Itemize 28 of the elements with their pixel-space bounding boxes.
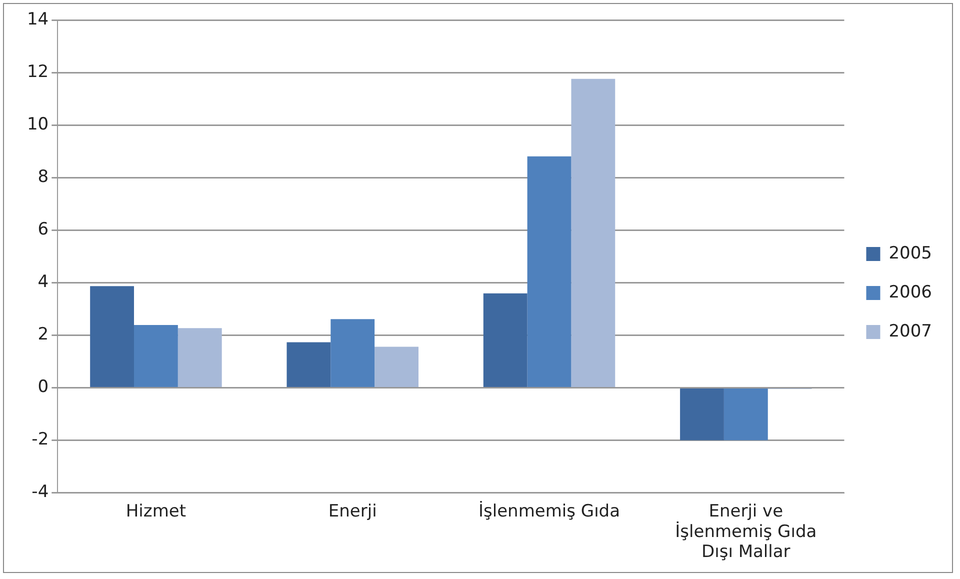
bar	[571, 78, 616, 387]
y-tick-label: 8	[38, 167, 49, 188]
y-tick-label: 2	[38, 324, 49, 345]
legend-label: 2005	[888, 243, 932, 264]
bar	[178, 328, 222, 387]
bar	[90, 286, 134, 387]
x-tick-label: Enerji ve İşlenmemiş Gıda Dışı Mallar	[675, 501, 817, 562]
bar	[483, 293, 528, 387]
bar	[286, 342, 331, 387]
bar	[680, 388, 724, 440]
y-tick-label: 4	[38, 272, 49, 292]
x-tick-label: Enerji	[328, 501, 377, 522]
y-tick-label: -2	[32, 430, 49, 450]
bar	[724, 388, 768, 440]
x-tick-label: Hizmet	[126, 501, 186, 522]
y-tick-label: 0	[38, 377, 49, 398]
y-tick-label: 6	[38, 220, 49, 240]
y-tick-label: 14	[26, 9, 49, 30]
bar	[134, 324, 178, 387]
bar	[330, 319, 375, 387]
legend-label: 2007	[888, 321, 932, 342]
x-tick-label: İşlenmemiş Gıda	[478, 500, 620, 522]
bar	[374, 346, 418, 387]
y-tick-label: 10	[26, 114, 49, 134]
y-tick-label: -4	[32, 482, 49, 502]
bar	[527, 156, 572, 387]
y-tick-label: 12	[26, 62, 49, 82]
legend-label: 2006	[888, 282, 932, 302]
